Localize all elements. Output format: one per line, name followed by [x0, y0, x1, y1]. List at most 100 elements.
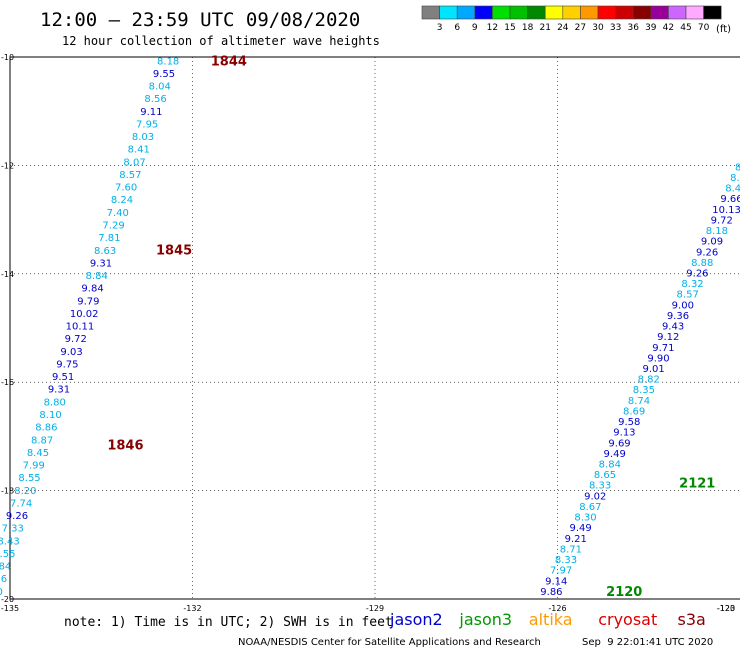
wave-height-value: 8.35 [633, 385, 655, 396]
wave-height-value: 9.90 [647, 353, 669, 364]
wave-height-value: 8.24 [111, 195, 133, 206]
wave-height-value: 9.26 [686, 268, 708, 279]
wave-height-value: 8.10 [39, 410, 61, 421]
wave-height-value: 9.72 [65, 334, 87, 345]
wave-height-value: 9.66 [720, 194, 740, 205]
wave-height-value: 9.49 [604, 449, 626, 460]
wave-height-value: 8.42 [725, 184, 740, 195]
wave-height-value: 9.69 [608, 438, 630, 449]
colorbar-swatch [632, 5, 652, 20]
x-tick-label: -120 [717, 604, 735, 613]
colorbar-label: 24 [557, 23, 569, 33]
wave-height-value: 8.43 [0, 536, 20, 547]
colorbar-label: 15 [504, 23, 515, 33]
wave-height-value: 8.18 [157, 56, 179, 67]
y-tick-label: -16 [1, 378, 14, 387]
colorbar-label: 21 [539, 23, 550, 33]
wave-height-value: 9.01 [642, 364, 664, 375]
wave-height-value: 9.26 [6, 511, 28, 522]
wave-height-value: 9.31 [90, 258, 112, 269]
wave-height-value: 7.29 [102, 220, 124, 231]
wave-height-value: 9.02 [584, 491, 606, 502]
wave-height-value: 8.82 [638, 375, 660, 386]
footer-timestamp: Sep 9 22:01:41 UTC 2020 [582, 637, 713, 648]
wave-height-value: 8.63 [94, 246, 116, 257]
wave-height-value: 8.57 [677, 290, 699, 301]
wave-height-value: 10.02 [70, 309, 99, 320]
wave-height-value: 7.97 [550, 566, 572, 577]
wave-height-value: 8.07 [123, 157, 145, 168]
wave-height-value: 9.72 [711, 215, 733, 226]
colorbar-label: 39 [645, 23, 657, 33]
wave-height-value: 7.99 [23, 461, 45, 472]
chart-subtitle: 12 hour collection of altimeter wave hei… [62, 34, 380, 48]
colorbar-label: 42 [663, 23, 674, 33]
y-tick-label: -18 [1, 487, 14, 496]
wave-height-value: 8.84 [86, 271, 108, 282]
y-tick-label: -10 [1, 53, 14, 62]
wave-height-value: 8.74 [628, 396, 650, 407]
wave-height-value: 8.30 [574, 513, 596, 524]
chart-title: 12:00 – 23:59 UTC 09/08/2020 [40, 9, 360, 31]
wave-height-value: 9.21 [565, 534, 587, 545]
legend-cryosat: cryosat [598, 610, 657, 629]
wave-height-value: 9.31 [48, 385, 70, 396]
colorbar-swatch [509, 5, 528, 20]
wave-height-value: 9.79 [77, 296, 99, 307]
wave-height-value: 9.51 [52, 372, 74, 383]
colorbar: 3 6 9 12 15 18 21 24 27 30 33 36 39 42 45 70 [421, 5, 722, 33]
legend-altika: altika [529, 610, 573, 629]
wave-height-value: 8.84 [599, 460, 621, 471]
wave-height-value: 7.30 [0, 587, 3, 598]
wave-height-value: 9.75 [56, 359, 78, 370]
wave-height-value: 8.56 [144, 94, 166, 105]
pass-time-label: 1844 [211, 54, 247, 69]
wave-height-value: 9.84 [81, 284, 103, 295]
colorbar-swatch [615, 5, 634, 20]
wave-height-value: 9.58 [618, 417, 640, 428]
pass-time-label: 2121 [679, 476, 715, 491]
colorbar-swatch [492, 5, 511, 20]
wave-height-value: 10.11 [66, 322, 95, 333]
wave-height-value: 8.80 [44, 397, 66, 408]
wave-height-value: 8.45 [27, 448, 49, 459]
wave-height-value: 8.81 [730, 173, 740, 184]
wave-height-value: 9.03 [60, 347, 82, 358]
colorbar-swatch [474, 5, 493, 20]
wave-height-value: 8.68 [735, 162, 740, 173]
wave-height-value: 7.74 [10, 498, 32, 509]
wave-height-value: 9.12 [657, 332, 679, 343]
x-tick-label: -132 [183, 604, 201, 613]
wave-height-value: 8.18 [706, 226, 728, 237]
pass-time-label: 1845 [156, 243, 192, 258]
x-tick-label: -129 [366, 604, 384, 613]
colorbar-label: 30 [592, 23, 604, 33]
wave-height-value: 8.20 [14, 486, 36, 497]
x-tick-label: -123 [717, 604, 735, 613]
colorbar-label: 70 [698, 23, 710, 33]
legend-jason2: jason2 [389, 610, 443, 629]
wave-height-value: 7.84 [0, 562, 11, 573]
colorbar-label: 18 [522, 23, 534, 33]
wave-height-value: 9.36 [667, 311, 689, 322]
wave-height-value: 7.40 [107, 208, 129, 219]
x-tick-label: -126 [548, 604, 566, 613]
wave-height-value: 9.55 [153, 69, 175, 80]
wave-height-value: 7.55 [0, 549, 15, 560]
wave-height-value: 9.49 [569, 523, 591, 534]
colorbar-swatch [597, 5, 616, 20]
wave-height-value: 8.36 [0, 574, 7, 585]
wave-height-value: 7.33 [2, 524, 24, 535]
wave-height-value: 7.95 [136, 119, 158, 130]
colorbar-swatch [439, 5, 458, 20]
colorbar-swatch [544, 5, 564, 20]
colorbar-label: 45 [680, 23, 691, 33]
y-tick-label: -12 [1, 161, 14, 170]
satellite-legend: jason2 jason3 altika cryosat s3a [389, 610, 706, 629]
wave-height-value: 9.26 [696, 247, 718, 258]
colorbar-unit: (ft) [716, 24, 731, 35]
wave-height-value: 7.81 [98, 233, 120, 244]
y-tick-label: -14 [1, 270, 14, 279]
